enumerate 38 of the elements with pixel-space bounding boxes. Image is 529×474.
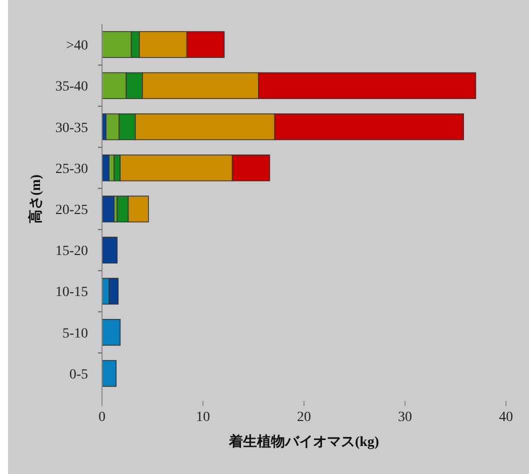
bar — [134, 113, 276, 140]
bar — [114, 196, 118, 222]
x-tick-label: 0 — [98, 410, 106, 425]
y-tick-label: 0-5 — [69, 367, 88, 382]
bar — [102, 318, 121, 346]
bar — [142, 72, 259, 100]
y-tick-label: 25-30 — [55, 162, 88, 177]
bar — [102, 72, 127, 100]
x-tick-label: 20 — [297, 410, 311, 425]
y-tick-label: 5-10 — [62, 326, 88, 342]
bar — [120, 154, 233, 182]
bar — [116, 196, 129, 222]
x-tick-label: 30 — [398, 410, 412, 425]
bar — [138, 31, 188, 58]
bar — [102, 236, 118, 264]
bar — [128, 196, 149, 222]
bar — [102, 360, 117, 387]
bar — [114, 154, 121, 182]
x-tick-label: 10 — [196, 410, 210, 425]
bar — [102, 31, 132, 58]
bar — [106, 113, 120, 140]
y-tick-label: 15-20 — [55, 244, 88, 260]
y-tick-label: 30-35 — [55, 120, 88, 136]
y-tick-label: 35-40 — [55, 80, 88, 95]
bar — [126, 72, 143, 100]
y-tick-label: >40 — [66, 38, 88, 54]
bar — [258, 72, 476, 100]
y-axis-title: 高さ(m) — [27, 174, 44, 224]
y-tick-label: 20-25 — [55, 203, 88, 218]
x-axis-title: 着生植物バイオマス(kg) — [228, 433, 380, 450]
bar — [186, 31, 225, 58]
bar — [274, 113, 464, 140]
y-tick-label: 10-15 — [55, 285, 88, 300]
x-tick-label: 40 — [499, 410, 513, 425]
bar — [232, 154, 270, 182]
bar — [118, 113, 136, 140]
bar — [130, 31, 140, 58]
bar — [108, 278, 119, 305]
